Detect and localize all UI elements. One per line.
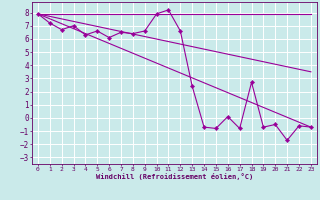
X-axis label: Windchill (Refroidissement éolien,°C): Windchill (Refroidissement éolien,°C) <box>96 173 253 180</box>
